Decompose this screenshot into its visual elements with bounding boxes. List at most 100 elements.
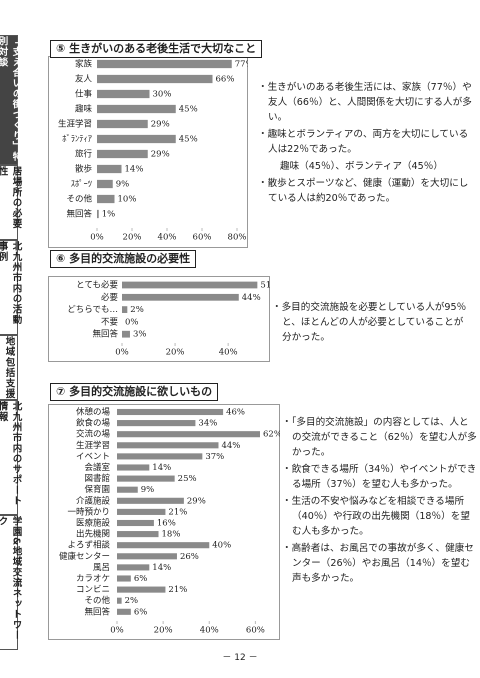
value-label: 21% xyxy=(168,507,187,517)
value-label: 14% xyxy=(125,165,144,175)
value-label: 29% xyxy=(151,120,170,130)
chart-frame xyxy=(48,276,270,362)
note: 趣味（45％）、ボランティア（45％） xyxy=(280,161,443,172)
value-label: 9% xyxy=(116,180,130,190)
category-label: 趣味 xyxy=(75,104,93,115)
bar xyxy=(117,564,150,571)
note: ・生活の不安や悩みなどを相談できる場所（40％）や行政の出先機関（18％）を望む… xyxy=(282,496,470,537)
bar xyxy=(97,194,115,204)
chart-title: ⑤ 生きがいのある老後生活で大切なこと xyxy=(50,40,263,58)
bar xyxy=(117,608,131,615)
category-label: 仕事 xyxy=(75,89,93,100)
value-label: 34% xyxy=(198,419,217,429)
category-label: イベント xyxy=(76,452,110,462)
notes: ・多目的交流施設を必要としている人が95％と、ほとんどの人が必要としていることが… xyxy=(272,300,472,347)
category-label: 出先機関 xyxy=(76,529,110,540)
side-tab[interactable]: 地域包括支援 xyxy=(0,335,18,400)
value-label: 62% xyxy=(263,430,280,440)
category-label: 生涯学習 xyxy=(58,119,92,130)
category-label: 会議室 xyxy=(84,462,110,473)
value-label: 29% xyxy=(151,150,170,160)
value-label: 18% xyxy=(162,530,181,540)
chart-frame xyxy=(48,404,280,640)
value-label: 30% xyxy=(153,90,172,100)
x-tick-label: 80% xyxy=(228,233,247,243)
category-label: 旅行 xyxy=(75,149,93,160)
value-label: 51% xyxy=(260,281,270,291)
value-label: 45% xyxy=(179,105,198,115)
value-label: 14% xyxy=(152,463,171,473)
value-label: 26% xyxy=(180,552,199,562)
bar xyxy=(97,179,113,189)
value-label: 9% xyxy=(141,485,155,495)
value-label: 29% xyxy=(187,496,206,506)
bar xyxy=(117,464,150,471)
category-label: 飲食の場 xyxy=(76,418,111,429)
bar xyxy=(117,575,131,582)
x-tick-label: 0% xyxy=(115,348,129,358)
category-label: ｽﾎﾟｰﾂ xyxy=(71,180,92,190)
value-label: 46% xyxy=(226,408,245,418)
category-label: その他 xyxy=(84,595,110,606)
value-label: 40% xyxy=(212,541,231,551)
value-label: 37% xyxy=(205,452,224,462)
bar xyxy=(97,59,232,69)
bar xyxy=(117,531,159,538)
note: ・趣味とボランティアの、両方を大切にしている人は22％であった。 xyxy=(258,129,469,155)
note: ・高齢者は、お風呂での事故が多く、健康センター（26％）やお風呂（14％）を望む… xyxy=(282,543,474,584)
value-label: 0% xyxy=(125,317,139,327)
value-label: 2% xyxy=(125,596,139,606)
category-label: 生涯学習 xyxy=(76,440,110,451)
x-tick-label: 0% xyxy=(90,233,104,243)
x-tick-label: 60% xyxy=(193,233,212,243)
x-tick-label: 0% xyxy=(110,626,124,636)
bar xyxy=(117,486,138,493)
side-tab[interactable]: 学園&地域交流ネットワーク xyxy=(0,515,22,650)
category-label: 不要 xyxy=(101,317,119,327)
value-label: 45% xyxy=(179,135,198,145)
category-label: よろず相談 xyxy=(67,540,110,551)
chart: 0% 20% 40% 60% 休憩の場 46% 飲食の場 34% 交流の場 62% 生涯学習 44% イ… xyxy=(48,404,280,640)
notes: ・「多目的交流施設」の内容としては、人との交流ができること（62％）を望む人が多… xyxy=(282,415,477,588)
chart: 0% 20% 40% とても必要 51% 必要 44% どちらでも… 2% 不要 0% 無回答 3% xyxy=(48,276,270,362)
category-label: とても必要 xyxy=(76,280,118,291)
chart: 0% 20% 40% 60% 80% 家族 77% 友人 66% 仕事 30% 趣味 45% 生涯学習 29… xyxy=(48,56,248,248)
side-tab[interactable]: 北九州市内の活動事例 xyxy=(0,240,22,335)
bar xyxy=(97,89,150,99)
value-label: 10% xyxy=(118,195,137,205)
category-label: ﾎﾞﾗﾝﾃｨｱ xyxy=(62,135,92,145)
bar xyxy=(117,408,224,416)
chart-title: ⑥ 多目的交流施設の必要性 xyxy=(50,250,197,268)
note: ・生きがいのある老後生活には、家族（77％）や友人（66％）と、人間関係を大切に… xyxy=(258,82,472,123)
note: ・多目的交流施設を必要としている人が95％と、ほとんどの人が必要としていることが… xyxy=(272,302,467,343)
note: ・飲食できる場所（34％）やイベントができる場所（37％）を望む人も多かった。 xyxy=(282,464,477,490)
category-label: その他 xyxy=(66,194,92,205)
category-label: 散歩 xyxy=(75,164,93,175)
bar xyxy=(97,134,176,144)
value-label: 6% xyxy=(134,607,148,617)
x-tick-label: 20% xyxy=(154,626,173,636)
category-label: 必要 xyxy=(101,292,119,303)
side-tab[interactable]: 「支え合いの街づくり」特別対談 xyxy=(0,35,22,165)
bar xyxy=(117,508,166,515)
side-tab[interactable]: 居場所の必要性 xyxy=(0,165,22,240)
side-tab[interactable]: 北九州市内のサポート情報 xyxy=(0,400,22,515)
bar xyxy=(97,164,122,174)
category-label: 休憩の場 xyxy=(76,407,111,418)
x-tick-label: 40% xyxy=(200,626,219,636)
bar xyxy=(117,519,154,527)
value-label: 44% xyxy=(242,293,261,303)
bar xyxy=(117,442,219,449)
value-label: 21% xyxy=(168,585,187,595)
bar xyxy=(117,597,122,604)
category-label: 図書館 xyxy=(84,473,110,484)
value-label: 1% xyxy=(102,210,116,220)
category-label: 友人 xyxy=(75,74,93,85)
bar xyxy=(122,281,258,289)
bar xyxy=(117,431,260,438)
note: ・散歩とスポーツなど、健康（運動）を大切にしている人は約20％であった。 xyxy=(258,178,469,204)
x-tick-label: 40% xyxy=(219,348,238,358)
note: ・「多目的交流施設」の内容としては、人との交流ができること（62％）を望む人が多… xyxy=(282,417,477,458)
bar xyxy=(117,420,196,427)
